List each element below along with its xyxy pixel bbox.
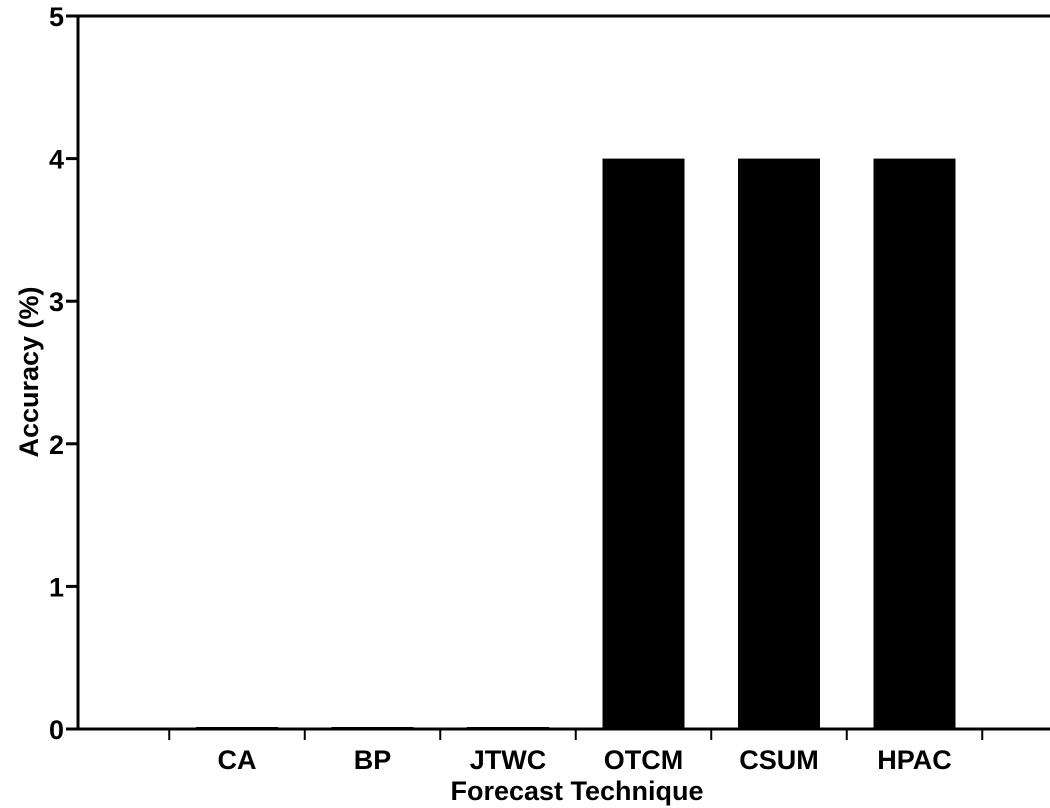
y-ticks-group: 0 1 2 3 4 5: [49, 2, 78, 745]
y-tick-label: 2: [49, 430, 64, 460]
x-tick-label-otcm: OTCM: [604, 745, 683, 775]
x-tick-label-jtwc: JTWC: [470, 745, 547, 775]
y-tick-label: 1: [49, 572, 64, 602]
bar-otcm: [602, 158, 685, 730]
x-tick-label-ca: CA: [218, 745, 257, 775]
bars-group: [196, 158, 956, 730]
x-tick-label-bp: BP: [354, 745, 392, 775]
y-tick-label: 0: [49, 715, 64, 745]
x-axis-title: Forecast Technique: [450, 776, 703, 806]
x-tick-label-csum: CSUM: [739, 745, 819, 775]
x-tick-label-hpac: HPAC: [877, 745, 952, 775]
y-axis-title: Accuracy (%): [14, 286, 44, 457]
axes-group: [76, 14, 1050, 731]
bar-hpac: [873, 158, 956, 730]
y-tick-label: 3: [49, 287, 64, 317]
y-tick-label: 5: [49, 2, 64, 32]
y-tick-label: 4: [49, 145, 64, 175]
x-ticks-group: CA BP JTWC OTCM CSUM HPAC: [168, 729, 984, 775]
bar-csum: [738, 158, 820, 730]
